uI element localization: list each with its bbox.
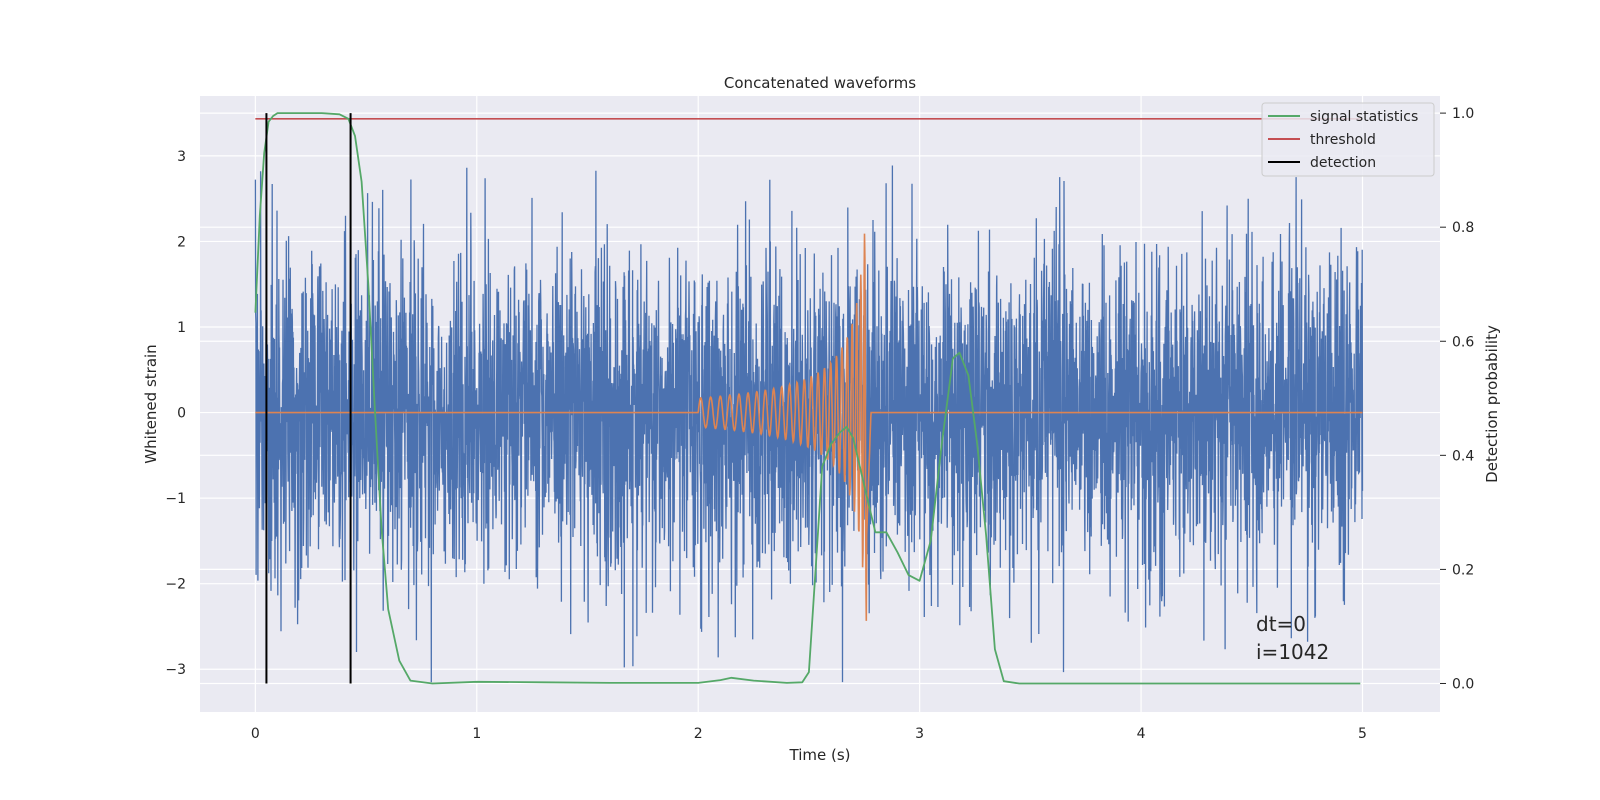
x-axis-label: Time (s) [789, 746, 851, 764]
y-left-tick-label: −2 [165, 577, 186, 593]
y-right-tick-label: 1.0 [1452, 106, 1474, 122]
annotation-i: i=1042 [1256, 640, 1329, 664]
legend-label-detection: detection [1310, 155, 1376, 171]
chart-title: Concatenated waveforms [724, 74, 916, 92]
y-right-tick-label: 0.2 [1452, 562, 1474, 578]
y-left-tick-label: 0 [177, 406, 186, 422]
strain-noise-line [254, 165, 1364, 683]
x-tick-label: 0 [251, 726, 260, 742]
annotation-dt: dt=0 [1256, 612, 1306, 636]
y-left-tick-label: 2 [177, 234, 186, 250]
y-axis-label-left: Whitened strain [142, 344, 160, 463]
injected-chirp-line [255, 233, 1363, 621]
legend-label-signal-statistics: signal statistics [1310, 109, 1418, 125]
y-right-tick-label: 0.8 [1452, 220, 1474, 236]
y-right-tick-label: 0.6 [1452, 334, 1474, 350]
y-left-tick-label: 3 [177, 149, 186, 165]
x-tick-label: 4 [1137, 726, 1146, 742]
legend: signal statistics threshold detection [1261, 102, 1435, 177]
tick-labels: 0 1 2 3 4 5 −3 −2 −1 0 1 2 3 0.0 0.2 0.4 0.6 0.8 1.0 [165, 106, 1474, 742]
y-right-tick-label: 0.0 [1452, 676, 1474, 692]
y-left-tick-label: 1 [177, 320, 186, 336]
y-left-tick-label: −3 [165, 662, 186, 678]
y-right-tick-label: 0.4 [1452, 448, 1474, 464]
x-tick-label: 1 [472, 726, 481, 742]
data-layer [254, 112, 1364, 685]
signal-statistics-line [254, 112, 1361, 685]
legend-box [1261, 102, 1435, 177]
x-tick-label: 3 [915, 726, 924, 742]
y-axis-label-right: Detection probability [1483, 325, 1501, 483]
legend-label-threshold: threshold [1310, 132, 1376, 148]
x-tick-label: 5 [1358, 726, 1367, 742]
x-tick-label: 2 [694, 726, 703, 742]
y-left-tick-label: −1 [165, 491, 186, 507]
